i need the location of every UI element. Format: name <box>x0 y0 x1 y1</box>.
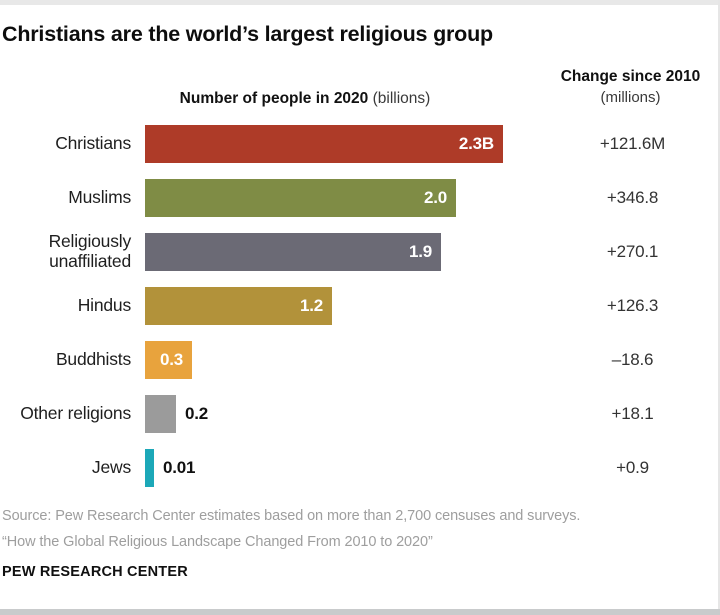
change-value: +346.8 <box>606 188 659 207</box>
category-label: Other religions <box>20 403 131 424</box>
source-line-1: Source: Pew Research Center estimates ba… <box>2 508 581 524</box>
chart-row: Other religions 0.2 +18.1 <box>0 395 720 433</box>
category-label: Religiously unaffiliated <box>48 231 132 271</box>
bar-zone: 0.01 <box>145 449 545 487</box>
bar: 0.3 <box>145 341 192 379</box>
bar-zone: 1.2 <box>145 287 545 325</box>
bar-value-label: 0.3 <box>159 350 183 369</box>
bar-zone: 0.3 <box>145 341 545 379</box>
change-value: +270.1 <box>606 242 659 261</box>
bar-column-header-unit: (billions) <box>368 90 431 107</box>
chart-row: Buddhists 0.3 –18.6 <box>0 341 720 379</box>
change-value: +121.6M <box>599 134 666 153</box>
bar-value-label: 0.01 <box>163 458 196 477</box>
bar-value-label: 1.9 <box>408 242 432 261</box>
source-note: Source: Pew Research Center estimates ba… <box>2 503 580 555</box>
change-value: –18.6 <box>611 350 654 369</box>
bar: 2.3B <box>145 125 503 163</box>
category-label: Buddhists <box>55 349 131 370</box>
chart-row: Muslims 2.0 +346.8 <box>0 179 720 217</box>
footer-brand: PEW RESEARCH CENTER <box>2 564 188 580</box>
bar-zone: 2.0 <box>145 179 545 217</box>
bar-value-label: 2.0 <box>423 188 447 207</box>
bar-column-header: Number of people in 2020 (billions) <box>140 90 470 108</box>
change-value: +0.9 <box>616 458 649 477</box>
bar-value-label: 0.2 <box>185 404 209 423</box>
bar-chart: Christians 2.3B +121.6M Muslims 2.0 +346.8 Rel… <box>0 125 720 503</box>
right-border <box>718 0 720 615</box>
bar: 1.9 <box>145 233 441 271</box>
bar: 1.2 <box>145 287 332 325</box>
chart-row: Christians 2.3B +121.6M <box>0 125 720 163</box>
top-border <box>0 0 720 5</box>
bottom-border <box>0 609 720 615</box>
category-label: Christians <box>55 133 131 154</box>
category-label: Muslims <box>68 187 131 208</box>
chart-row: Religiously unaffiliated 1.9 +270.1 <box>0 231 720 271</box>
chart-row: Jews 0.01 +0.9 <box>0 449 720 487</box>
bar-column-header-text: Number of people in 2020 <box>179 90 369 107</box>
change-column-header-unit: (millions) <box>600 89 661 106</box>
bar-zone: 2.3B <box>145 125 545 163</box>
bar <box>145 449 154 487</box>
bar-value-label: 2.3B <box>458 134 494 153</box>
bar <box>145 395 176 433</box>
chart-title: Christians are the world’s largest relig… <box>2 22 493 46</box>
category-label: Hindus <box>77 295 131 316</box>
bar-zone: 0.2 <box>145 395 545 433</box>
chart-row: Hindus 1.2 +126.3 <box>0 287 720 325</box>
change-column-header: Change since 2010 (millions) <box>543 68 718 106</box>
change-column-header-text: Change since 2010 <box>560 68 701 85</box>
bar-zone: 1.9 <box>145 233 545 271</box>
change-value: +126.3 <box>606 296 659 315</box>
bar-value-label: 1.2 <box>299 296 323 315</box>
category-label: Jews <box>91 457 131 478</box>
change-value: +18.1 <box>611 404 654 423</box>
source-line-2: “How the Global Religious Landscape Chan… <box>2 534 433 551</box>
bar: 2.0 <box>145 179 456 217</box>
